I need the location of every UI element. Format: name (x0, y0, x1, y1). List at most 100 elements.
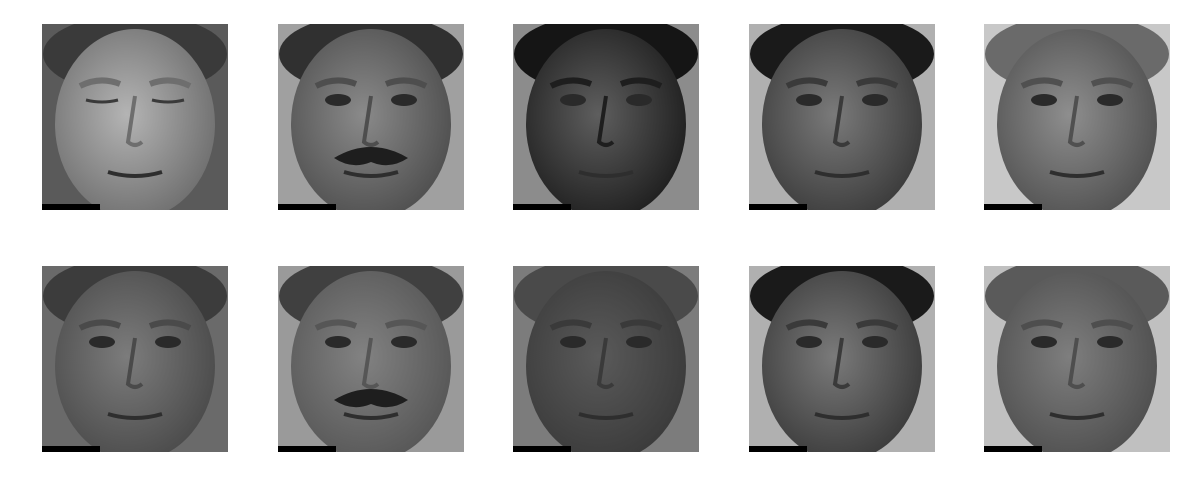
face-tile-3 (513, 24, 699, 210)
face-portrait-image (513, 24, 699, 210)
right-eye (1097, 336, 1123, 348)
left-eyebrow (1020, 319, 1064, 331)
left-eyebrow (78, 77, 122, 89)
right-eyebrow (855, 319, 899, 331)
face-tile-7 (278, 266, 464, 452)
mouth (107, 170, 163, 178)
face-tile-5 (984, 24, 1170, 210)
face-skin (55, 271, 215, 452)
mouth (814, 170, 870, 178)
right-eye (151, 98, 185, 104)
left-eyebrow (314, 77, 358, 89)
face-skin (762, 271, 922, 452)
left-eye (325, 336, 351, 348)
right-eye (1097, 94, 1123, 106)
mouth (343, 170, 399, 178)
face-portrait-image (278, 24, 464, 210)
right-eyebrow (384, 319, 428, 331)
right-eye (626, 94, 652, 106)
left-eyebrow (785, 77, 829, 89)
mouth (107, 412, 163, 420)
face-skin (526, 271, 686, 452)
face-portrait-image (42, 24, 228, 210)
nose (361, 95, 380, 147)
face-portrait-image (984, 266, 1170, 452)
left-eye (560, 94, 586, 106)
bottom-edge (42, 446, 100, 452)
nose (832, 95, 851, 147)
face-skin (997, 29, 1157, 210)
bottom-edge (749, 446, 807, 452)
face-portrait-image (749, 266, 935, 452)
left-eye (1031, 94, 1057, 106)
face-portrait-image (42, 266, 228, 452)
face-tile-1 (42, 24, 228, 210)
face-skin (291, 271, 451, 452)
right-eyebrow (148, 77, 192, 89)
right-eyebrow (384, 77, 428, 89)
left-eye (796, 94, 822, 106)
face-skin (55, 29, 215, 210)
right-eye (391, 94, 417, 106)
mustache (334, 147, 408, 166)
nose (125, 95, 144, 147)
right-eyebrow (1090, 77, 1134, 89)
bottom-edge (278, 204, 336, 210)
right-eye (862, 94, 888, 106)
left-eyebrow (314, 319, 358, 331)
face-tile-2 (278, 24, 464, 210)
face-tile-9 (749, 266, 935, 452)
left-eye (85, 98, 119, 104)
face-tile-4 (749, 24, 935, 210)
mouth (1049, 170, 1105, 178)
face-tile-10 (984, 266, 1170, 452)
mustache (334, 389, 408, 408)
left-eye (796, 336, 822, 348)
mouth (578, 170, 634, 178)
mouth (814, 412, 870, 420)
nose (1067, 95, 1086, 147)
bottom-edge (513, 446, 571, 452)
left-eye (89, 336, 115, 348)
nose (125, 337, 144, 389)
face-skin (526, 29, 686, 210)
right-eye (626, 336, 652, 348)
nose (596, 337, 615, 389)
bottom-edge (42, 204, 100, 210)
right-eyebrow (148, 319, 192, 331)
right-eye (391, 336, 417, 348)
right-eyebrow (855, 77, 899, 89)
bottom-edge (278, 446, 336, 452)
face-portrait-image (984, 24, 1170, 210)
face-skin (291, 29, 451, 210)
left-eyebrow (549, 319, 593, 331)
bottom-edge (984, 446, 1042, 452)
left-eyebrow (549, 77, 593, 89)
bottom-edge (984, 204, 1042, 210)
nose (1067, 337, 1086, 389)
right-eye (155, 336, 181, 348)
face-portrait-image (513, 266, 699, 452)
right-eye (862, 336, 888, 348)
face-skin (762, 29, 922, 210)
face-portrait-image (749, 24, 935, 210)
face-skin (997, 271, 1157, 452)
mouth (578, 412, 634, 420)
left-eyebrow (78, 319, 122, 331)
left-eye (1031, 336, 1057, 348)
face-tile-8 (513, 266, 699, 452)
right-eyebrow (619, 77, 663, 89)
nose (361, 337, 380, 389)
nose (832, 337, 851, 389)
right-eyebrow (619, 319, 663, 331)
face-portrait-image (278, 266, 464, 452)
bottom-edge (513, 204, 571, 210)
right-eyebrow (1090, 319, 1134, 331)
mouth (343, 412, 399, 420)
left-eyebrow (1020, 77, 1064, 89)
nose (596, 95, 615, 147)
mouth (1049, 412, 1105, 420)
bottom-edge (749, 204, 807, 210)
left-eyebrow (785, 319, 829, 331)
